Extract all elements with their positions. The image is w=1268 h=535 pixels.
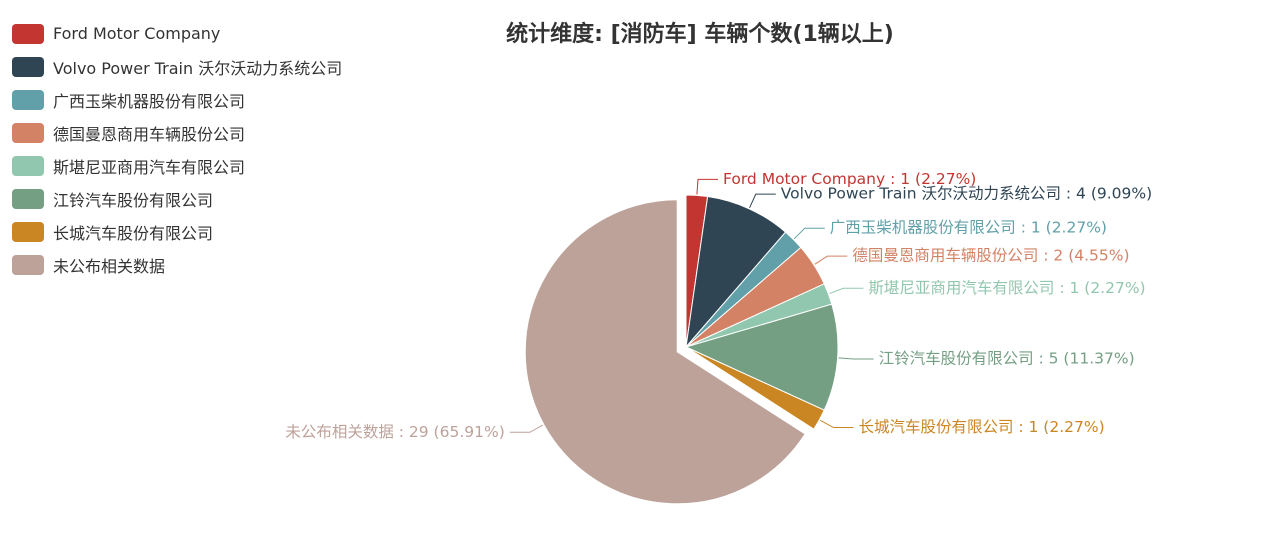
chart-title: 统计维度: [消防车] 车辆个数(1辆以上)	[506, 22, 894, 47]
pie-slice[interactable]	[524, 199, 806, 505]
legend-swatch	[12, 221, 44, 242]
label-line	[829, 287, 864, 295]
legend-item[interactable]: 广西玉柴机器股份有限公司	[12, 83, 342, 116]
legend-item[interactable]: 江铃汽车股份有限公司	[12, 182, 342, 215]
label-line	[820, 419, 854, 429]
legend-swatch	[12, 254, 44, 275]
legend-label: 长城汽车股份有限公司	[53, 223, 214, 243]
legend-swatch	[12, 155, 44, 176]
legend-label: 广西玉柴机器股份有限公司	[53, 91, 246, 111]
slice-label: 未公布相关数据 : 29 (65.91%)	[285, 423, 504, 441]
legend-label: Volvo Power Train 沃尔沃动力系统公司	[53, 58, 343, 78]
legend-swatch	[12, 23, 44, 44]
legend-swatch	[12, 188, 44, 209]
legend-item[interactable]: 未公布相关数据	[12, 248, 342, 281]
slice-label: Volvo Power Train 沃尔沃动力系统公司 : 4 (9.09%)	[781, 185, 1152, 203]
legend-label: 斯堪尼亚商用汽车有限公司	[53, 157, 246, 177]
pie-slice[interactable]	[684, 303, 839, 411]
legend-item[interactable]: 斯堪尼亚商用汽车有限公司	[12, 149, 342, 182]
label-line	[696, 178, 718, 195]
slice-label: 江铃汽车股份有限公司 : 5 (11.37%)	[879, 349, 1135, 367]
slice-label: 广西玉柴机器股份有限公司 : 1 (2.27%)	[830, 219, 1107, 237]
pie-slice[interactable]	[685, 346, 825, 430]
legend-swatch	[12, 89, 44, 110]
pie-slice[interactable]	[685, 195, 787, 349]
label-line	[749, 193, 776, 209]
legend-item[interactable]: Ford Motor Company	[12, 17, 342, 50]
legend-item[interactable]: 德国曼恩商用车辆股份公司	[12, 116, 342, 149]
legend-item[interactable]: Volvo Power Train 沃尔沃动力系统公司	[12, 50, 342, 83]
label-line	[838, 357, 874, 360]
label-line	[814, 255, 848, 265]
legend-swatch	[12, 122, 44, 143]
legend-label: Ford Motor Company	[53, 24, 221, 43]
legend-label: 江铃汽车股份有限公司	[53, 190, 214, 210]
chart-legend: Ford Motor Company Volvo Power Train 沃尔沃动…	[12, 17, 342, 281]
label-line	[793, 227, 825, 240]
slice-label: 斯堪尼亚商用汽车有限公司 : 1 (2.27%)	[868, 279, 1145, 297]
slice-label: 长城汽车股份有限公司 : 1 (2.27%)	[858, 418, 1104, 436]
legend-label: 未公布相关数据	[53, 256, 166, 276]
legend-label: 德国曼恩商用车辆股份公司	[53, 124, 246, 144]
legend-item[interactable]: 长城汽车股份有限公司	[12, 215, 342, 248]
slice-label: Ford Motor Company : 1 (2.27%)	[723, 170, 976, 188]
slice-label: 德国曼恩商用车辆股份公司 : 2 (4.55%)	[852, 247, 1129, 265]
legend-swatch	[12, 56, 44, 77]
label-line	[509, 424, 544, 433]
